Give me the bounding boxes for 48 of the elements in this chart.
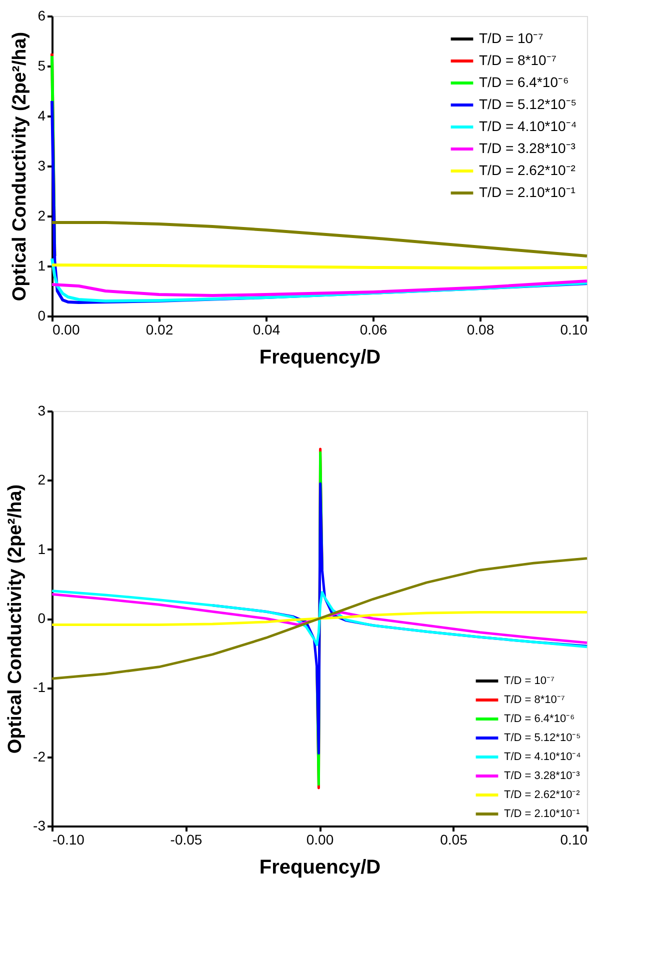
legend-label: T/D = 5.12*10⁻⁵ [479, 96, 577, 112]
y-tick-label: 2 [38, 208, 46, 224]
y-tick-label: 5 [38, 58, 46, 74]
x-tick-label: 0.00 [52, 322, 80, 338]
x-tick-label: 0.00 [306, 832, 334, 848]
legend-label: T/D = 2.10*10⁻¹ [479, 184, 576, 200]
legend-label: T/D = 8*10⁻⁷ [479, 52, 556, 68]
y-tick-label: 1 [38, 258, 46, 274]
x-axis-title: Frequency/D [259, 856, 381, 878]
y-tick-label: -1 [33, 679, 46, 696]
legend-label: T/D = 6.4*10⁻⁶ [504, 713, 575, 725]
x-tick-label: 0.02 [146, 322, 174, 338]
x-tick-label: 0.04 [252, 322, 280, 338]
legend-label: T/D = 2.62*10⁻² [504, 789, 580, 801]
legend-label: T/D = 4.10*10⁻⁴ [504, 751, 582, 763]
y-tick-label: -2 [33, 748, 46, 764]
legend-label: T/D = 8*10⁻⁷ [504, 694, 565, 706]
legend-label: T/D = 10⁻⁷ [479, 30, 544, 46]
x-tick-label: 0.10 [560, 832, 588, 848]
x-tick-label: 0.05 [440, 832, 468, 848]
y-tick-label: 0 [38, 610, 46, 626]
y-tick-label: -3 [33, 818, 46, 834]
x-tick-label: -0.05 [170, 832, 202, 848]
legend-label: T/D = 4.10*10⁻⁴ [479, 118, 577, 134]
y-tick-label: 2 [38, 472, 46, 488]
y-tick-label: 3 [38, 402, 46, 418]
legend-label: T/D = 6.4*10⁻⁶ [479, 74, 569, 90]
x-tick-label: -0.10 [52, 832, 85, 848]
y-tick-label: 3 [38, 158, 46, 174]
x-tick-label: 0.10 [560, 322, 588, 338]
legend-label: T/D = 2.10*10⁻¹ [504, 808, 580, 820]
legend-label: T/D = 10⁻⁷ [504, 675, 554, 687]
y-tick-label: 1 [38, 540, 46, 557]
legend-label: T/D = 3.28*10⁻³ [479, 140, 576, 156]
legend-label: T/D = 2.62*10⁻² [479, 162, 576, 178]
x-axis-title: Frequency/D [259, 346, 381, 368]
y-tick-label: 0 [38, 308, 46, 324]
line-series [50, 611, 588, 626]
line-series [50, 280, 588, 297]
legend-label: T/D = 3.28*10⁻³ [504, 770, 580, 782]
x-tick-label: 0.08 [466, 322, 494, 338]
line-series [50, 221, 588, 258]
y-axis-title: Optical Conductivity (2pe²/ha) [10, 32, 31, 302]
y-axis-title: Optical Conductivity (2pe²/ha) [5, 484, 26, 754]
y-tick-label: 6 [38, 8, 46, 24]
y-tick-label: 4 [38, 108, 46, 124]
x-tick-label: 0.06 [360, 322, 388, 338]
legend-label: T/D = 5.12*10⁻⁵ [504, 732, 581, 744]
